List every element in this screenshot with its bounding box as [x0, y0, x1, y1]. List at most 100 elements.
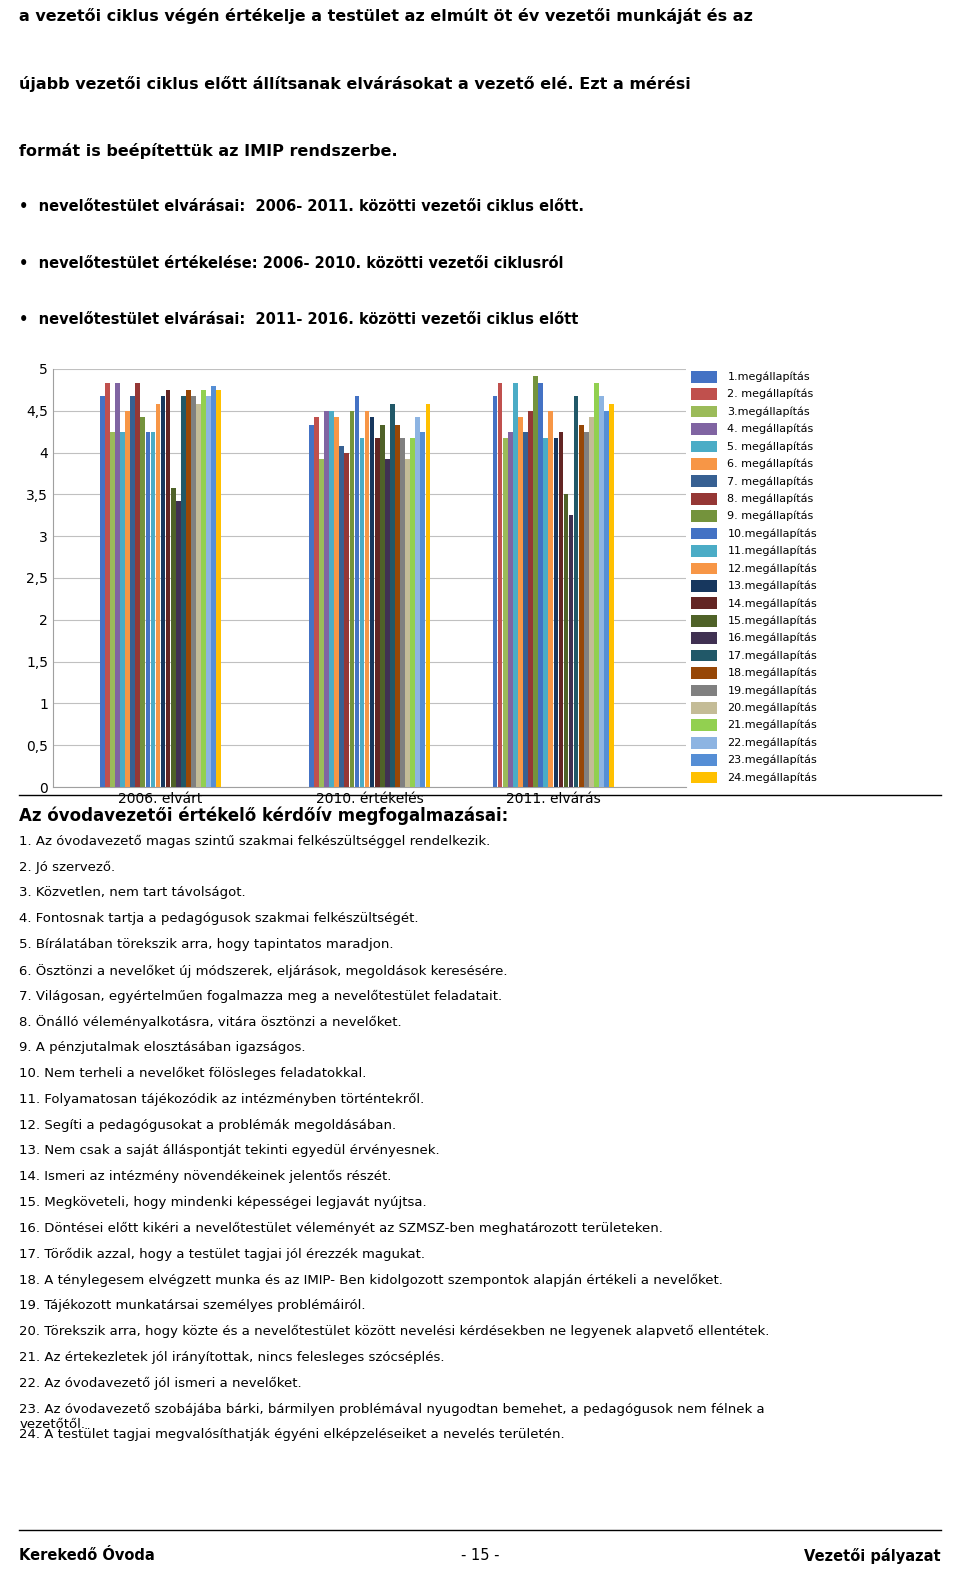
- Bar: [513, 383, 517, 787]
- Bar: [610, 404, 614, 787]
- Text: 12.megállapítás: 12.megállapítás: [728, 563, 817, 574]
- Bar: [334, 418, 339, 787]
- Bar: [492, 396, 497, 787]
- Text: 23.megállapítás: 23.megállapítás: [728, 755, 817, 765]
- Bar: [559, 431, 564, 787]
- Bar: [135, 383, 140, 787]
- Bar: [396, 425, 399, 787]
- Bar: [345, 453, 349, 787]
- Bar: [191, 396, 196, 787]
- Text: 2. megállapítás: 2. megállapítás: [728, 390, 814, 399]
- Text: 8. megállapítás: 8. megállapítás: [728, 493, 814, 504]
- Bar: [120, 431, 125, 787]
- Bar: [508, 431, 513, 787]
- Bar: [206, 396, 211, 787]
- Bar: [324, 410, 329, 787]
- Bar: [166, 390, 171, 787]
- Bar: [410, 439, 415, 787]
- Bar: [691, 440, 717, 452]
- Bar: [554, 439, 558, 787]
- Bar: [365, 410, 370, 787]
- Text: 10. Nem terheli a nevelőket fölösleges feladatokkal.: 10. Nem terheli a nevelőket fölösleges f…: [19, 1067, 367, 1080]
- Text: •  nevelőtestület elvárásai:  2011- 2016. közötti vezetői ciklus előtt: • nevelőtestület elvárásai: 2011- 2016. …: [19, 312, 579, 328]
- Bar: [574, 396, 579, 787]
- Bar: [370, 418, 374, 787]
- Bar: [176, 501, 180, 787]
- Bar: [354, 396, 359, 787]
- Bar: [425, 404, 430, 787]
- Text: Vezetői pályazat: Vezetői pályazat: [804, 1547, 941, 1565]
- Bar: [691, 493, 717, 504]
- Bar: [420, 431, 425, 787]
- Bar: [691, 650, 717, 661]
- Text: 21.megállapítás: 21.megállapítás: [728, 720, 817, 730]
- Bar: [115, 383, 120, 787]
- Bar: [584, 431, 588, 787]
- Bar: [543, 439, 548, 787]
- Bar: [380, 425, 385, 787]
- Text: 18. A ténylegesem elvégzett munka és az IMIP- Ben kidolgozott szempontok alapján: 18. A ténylegesem elvégzett munka és az …: [19, 1274, 723, 1286]
- Bar: [211, 386, 216, 787]
- Text: 22. Az óvodavezető jól ismeri a nevelőket.: 22. Az óvodavezető jól ismeri a nevelőke…: [19, 1377, 301, 1390]
- Text: a vezetői ciklus végén értékelje a testület az elmúlt öt év vezetői munkáját és : a vezetői ciklus végén értékelje a testü…: [19, 8, 753, 24]
- Bar: [100, 396, 105, 787]
- Bar: [533, 375, 538, 787]
- Text: 8. Önálló véleményalkotásra, vitára ösztönzi a nevelőket.: 8. Önálló véleményalkotásra, vitára öszt…: [19, 1016, 402, 1029]
- Text: - 15 -: - 15 -: [461, 1549, 499, 1563]
- Bar: [691, 405, 717, 418]
- Text: 3. Közvetlen, nem tart távolságot.: 3. Közvetlen, nem tart távolságot.: [19, 886, 246, 900]
- Text: 20.megállapítás: 20.megállapítás: [728, 703, 817, 712]
- Bar: [564, 494, 568, 787]
- Bar: [691, 458, 717, 469]
- Bar: [599, 396, 604, 787]
- Bar: [349, 410, 354, 787]
- Bar: [309, 425, 314, 787]
- Bar: [548, 410, 553, 787]
- Bar: [691, 633, 717, 644]
- Bar: [156, 404, 160, 787]
- Bar: [523, 431, 528, 787]
- Text: 9. megállapítás: 9. megállapítás: [728, 510, 814, 522]
- Bar: [594, 383, 599, 787]
- Bar: [110, 431, 114, 787]
- Text: 4. megállapítás: 4. megállapítás: [728, 425, 814, 434]
- Text: 14.megállapítás: 14.megállapítás: [728, 598, 817, 609]
- Bar: [691, 563, 717, 574]
- Text: 20. Törekszik arra, hogy közte és a nevelőtestület között nevelési kérdésekben n: 20. Törekszik arra, hogy közte és a neve…: [19, 1324, 770, 1339]
- Bar: [181, 396, 185, 787]
- Text: 21. Az értekezletek jól irányítottak, nincs felesleges szócséplés.: 21. Az értekezletek jól irányítottak, ni…: [19, 1352, 444, 1364]
- Bar: [691, 615, 717, 626]
- Text: 1.megállapítás: 1.megállapítás: [728, 372, 810, 382]
- Bar: [319, 460, 324, 787]
- Text: 6. megállapítás: 6. megállapítás: [728, 458, 814, 469]
- Bar: [314, 418, 319, 787]
- Text: Kerekedő Óvoda: Kerekedő Óvoda: [19, 1549, 155, 1563]
- Bar: [202, 390, 206, 787]
- Text: 17. Törődik azzal, hogy a testület tagjai jól érezzék magukat.: 17. Törődik azzal, hogy a testület tagja…: [19, 1248, 425, 1261]
- Bar: [400, 439, 405, 787]
- Text: formát is beépítettük az IMIP rendszerbe.: formát is beépítettük az IMIP rendszerbe…: [19, 143, 397, 159]
- Text: 10.megállapítás: 10.megállapítás: [728, 528, 817, 539]
- Bar: [125, 410, 130, 787]
- Bar: [691, 701, 717, 714]
- Bar: [360, 439, 365, 787]
- Bar: [691, 388, 717, 401]
- Text: 13.megállapítás: 13.megállapítás: [728, 580, 817, 591]
- Text: Az óvodavezetői értékelő kérdőív megfogalmazásai:: Az óvodavezetői értékelő kérdőív megfoga…: [19, 806, 509, 825]
- Text: 7. megállapítás: 7. megállapítás: [728, 475, 814, 487]
- Bar: [691, 719, 717, 731]
- Text: 11. Folyamatosan tájékozódik az intézményben történtekről.: 11. Folyamatosan tájékozódik az intézmén…: [19, 1092, 424, 1107]
- Bar: [568, 515, 573, 787]
- Text: •  nevelőtestület értékelése: 2006- 2010. közötti vezetői ciklusról: • nevelőtestület értékelése: 2006- 2010.…: [19, 256, 564, 270]
- Bar: [604, 410, 609, 787]
- Text: 22.megállapítás: 22.megállapítás: [728, 738, 817, 747]
- Text: 2. Jó szervező.: 2. Jó szervező.: [19, 860, 115, 875]
- Bar: [691, 423, 717, 436]
- Text: 23. Az óvodavezető szobájába bárki, bármilyen problémával nyugodtan bemehet, a p: 23. Az óvodavezető szobájába bárki, bárm…: [19, 1402, 765, 1431]
- Text: 11.megállapítás: 11.megállapítás: [728, 545, 817, 556]
- Text: 7. Világosan, egyértelműen fogalmazza meg a nevelőtestület feladatait.: 7. Világosan, egyértelműen fogalmazza me…: [19, 989, 502, 1003]
- Bar: [589, 418, 593, 787]
- Bar: [151, 431, 156, 787]
- Bar: [528, 410, 533, 787]
- Bar: [140, 418, 145, 787]
